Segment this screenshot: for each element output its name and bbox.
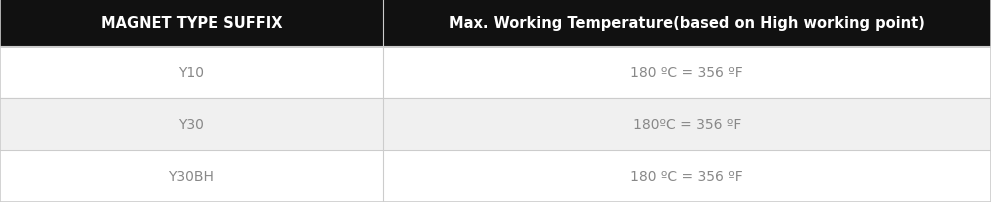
- Bar: [383, 99, 991, 150]
- Bar: [0, 0, 383, 47]
- Bar: [383, 47, 991, 99]
- Text: Y30: Y30: [178, 117, 204, 131]
- Text: 180 ºC = 356 ºF: 180 ºC = 356 ºF: [630, 66, 743, 80]
- Bar: [0, 99, 383, 150]
- Text: MAGNET TYPE SUFFIX: MAGNET TYPE SUFFIX: [100, 16, 282, 31]
- Text: 180 ºC = 356 ºF: 180 ºC = 356 ºF: [630, 169, 743, 183]
- Text: Y30BH: Y30BH: [168, 169, 214, 183]
- Bar: [383, 0, 991, 47]
- Bar: [0, 47, 383, 99]
- Bar: [383, 150, 991, 202]
- Text: Y10: Y10: [178, 66, 204, 80]
- Text: 180ºC = 356 ºF: 180ºC = 356 ºF: [632, 117, 741, 131]
- Bar: [0, 150, 383, 202]
- Text: Max. Working Temperature(based on High working point): Max. Working Temperature(based on High w…: [449, 16, 925, 31]
